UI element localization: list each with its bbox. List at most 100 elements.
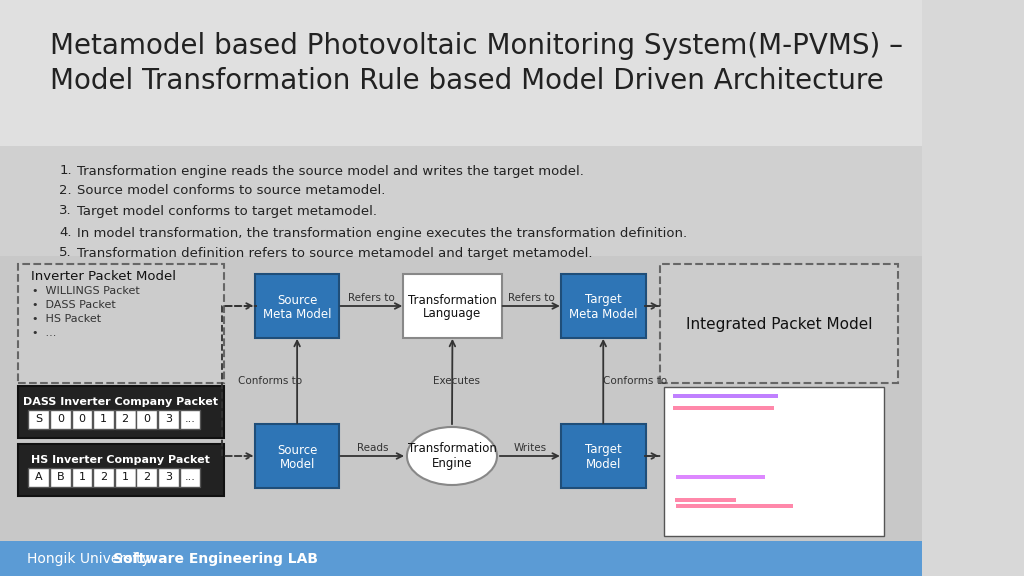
FancyBboxPatch shape xyxy=(673,394,778,398)
FancyBboxPatch shape xyxy=(675,429,723,433)
FancyBboxPatch shape xyxy=(136,468,157,487)
FancyBboxPatch shape xyxy=(675,492,703,497)
Text: 5.: 5. xyxy=(59,247,72,260)
FancyBboxPatch shape xyxy=(677,464,770,468)
FancyBboxPatch shape xyxy=(677,504,793,508)
Text: 3: 3 xyxy=(165,472,172,482)
FancyBboxPatch shape xyxy=(561,274,645,338)
Text: •  HS Packet: • HS Packet xyxy=(33,314,101,324)
Text: Model: Model xyxy=(280,457,314,471)
Text: 0: 0 xyxy=(56,414,63,424)
FancyBboxPatch shape xyxy=(158,468,179,487)
Text: Target: Target xyxy=(585,444,622,457)
Text: Source: Source xyxy=(276,294,317,306)
Text: 1: 1 xyxy=(122,472,129,482)
Text: Refers to: Refers to xyxy=(348,293,395,303)
FancyBboxPatch shape xyxy=(675,446,764,450)
Text: Transformation engine reads the source model and writes the target model.: Transformation engine reads the source m… xyxy=(77,165,584,177)
FancyBboxPatch shape xyxy=(677,510,798,514)
Text: Language: Language xyxy=(423,308,481,320)
Text: •  WILLINGS Packet: • WILLINGS Packet xyxy=(33,286,140,296)
FancyBboxPatch shape xyxy=(72,468,92,487)
Text: 0: 0 xyxy=(79,414,85,424)
FancyBboxPatch shape xyxy=(115,410,135,429)
Text: 1: 1 xyxy=(100,414,108,424)
FancyBboxPatch shape xyxy=(665,387,884,536)
FancyBboxPatch shape xyxy=(93,468,114,487)
Text: Source model conforms to source metamodel.: Source model conforms to source metamode… xyxy=(77,184,385,198)
FancyBboxPatch shape xyxy=(255,274,339,338)
FancyBboxPatch shape xyxy=(18,386,224,438)
Text: Executes: Executes xyxy=(433,377,480,386)
Text: •  ...: • ... xyxy=(33,328,56,338)
FancyBboxPatch shape xyxy=(675,423,764,427)
Text: Model Transformation Rule based Model Driven Architecture: Model Transformation Rule based Model Dr… xyxy=(49,67,884,95)
Text: 2.: 2. xyxy=(59,184,72,198)
Text: 3.: 3. xyxy=(59,204,72,218)
FancyBboxPatch shape xyxy=(677,481,722,485)
Text: Target model conforms to target metamodel.: Target model conforms to target metamode… xyxy=(77,204,377,218)
FancyBboxPatch shape xyxy=(93,410,114,429)
FancyBboxPatch shape xyxy=(179,410,201,429)
FancyBboxPatch shape xyxy=(18,264,224,383)
FancyBboxPatch shape xyxy=(677,469,773,473)
Text: B: B xyxy=(56,472,65,482)
Text: 2: 2 xyxy=(122,414,129,424)
Text: Meta Model: Meta Model xyxy=(569,308,638,320)
FancyBboxPatch shape xyxy=(677,475,766,479)
Text: Transformation definition refers to source metamodel and target metamodel.: Transformation definition refers to sour… xyxy=(77,247,592,260)
Text: Transformation: Transformation xyxy=(408,441,497,454)
Text: 2: 2 xyxy=(100,472,108,482)
Text: In model transformation, the transformation engine executes the transformation d: In model transformation, the transformat… xyxy=(77,226,687,240)
Text: HS Inverter Company Packet: HS Inverter Company Packet xyxy=(31,455,210,465)
FancyBboxPatch shape xyxy=(72,410,92,429)
Text: Writes: Writes xyxy=(513,443,547,453)
Text: Source: Source xyxy=(276,444,317,457)
FancyBboxPatch shape xyxy=(18,444,224,496)
FancyBboxPatch shape xyxy=(673,400,754,404)
FancyBboxPatch shape xyxy=(677,487,712,491)
Text: DASS Inverter Company Packet: DASS Inverter Company Packet xyxy=(24,397,218,407)
Text: Software Engineering LAB: Software Engineering LAB xyxy=(113,552,317,566)
Text: Model: Model xyxy=(586,457,621,471)
FancyBboxPatch shape xyxy=(255,424,339,488)
Text: 0: 0 xyxy=(143,414,151,424)
Text: Inverter Packet Model: Inverter Packet Model xyxy=(31,270,175,282)
FancyBboxPatch shape xyxy=(0,256,922,541)
FancyBboxPatch shape xyxy=(673,406,773,410)
Text: Conforms to: Conforms to xyxy=(603,376,667,386)
FancyBboxPatch shape xyxy=(115,468,135,487)
Text: 1.: 1. xyxy=(59,165,72,177)
FancyBboxPatch shape xyxy=(675,452,711,456)
Text: Integrated Packet Model: Integrated Packet Model xyxy=(685,316,872,332)
FancyBboxPatch shape xyxy=(677,458,750,462)
FancyBboxPatch shape xyxy=(0,541,922,576)
Text: Metamodel based Photovoltaic Monitoring System(M-PVMS) –: Metamodel based Photovoltaic Monitoring … xyxy=(49,32,902,60)
FancyBboxPatch shape xyxy=(660,264,898,383)
FancyBboxPatch shape xyxy=(675,417,753,421)
FancyBboxPatch shape xyxy=(561,424,645,488)
FancyBboxPatch shape xyxy=(136,410,157,429)
Text: Target: Target xyxy=(585,294,622,306)
Text: 4.: 4. xyxy=(59,226,72,240)
Text: ...: ... xyxy=(184,414,196,424)
FancyBboxPatch shape xyxy=(677,516,798,520)
FancyBboxPatch shape xyxy=(677,522,781,525)
FancyBboxPatch shape xyxy=(675,441,759,445)
FancyBboxPatch shape xyxy=(403,274,502,338)
Text: Reads: Reads xyxy=(356,443,388,453)
Text: •  DASS Packet: • DASS Packet xyxy=(33,300,116,310)
FancyBboxPatch shape xyxy=(158,410,179,429)
FancyBboxPatch shape xyxy=(673,411,762,415)
Text: ...: ... xyxy=(184,472,196,482)
Text: 2: 2 xyxy=(143,472,151,482)
Text: S: S xyxy=(35,414,42,424)
FancyBboxPatch shape xyxy=(50,410,71,429)
FancyBboxPatch shape xyxy=(0,0,922,146)
Text: 1: 1 xyxy=(79,472,85,482)
Text: Refers to: Refers to xyxy=(508,293,555,303)
Text: Conforms to: Conforms to xyxy=(238,376,302,386)
Text: Transformation: Transformation xyxy=(408,294,497,306)
FancyBboxPatch shape xyxy=(675,498,736,502)
Text: 3: 3 xyxy=(165,414,172,424)
